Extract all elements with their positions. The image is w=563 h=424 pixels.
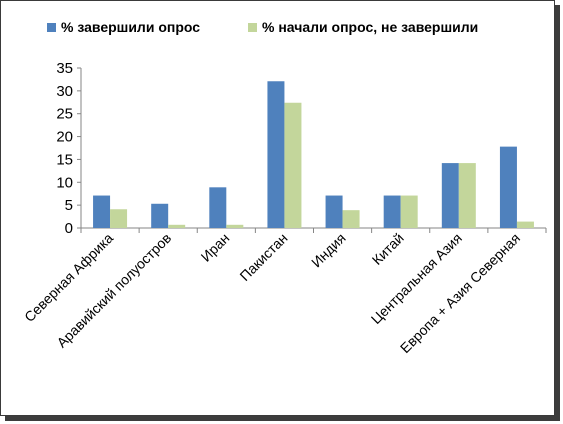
bar-series-1-cat-3 — [284, 102, 302, 228]
bar-series-1-cat-0 — [110, 209, 128, 228]
y-tick-label: 10 — [56, 174, 73, 191]
legend-label-1: % начали опрос, не завершили — [262, 19, 478, 35]
bar-series-0-cat-3 — [267, 81, 285, 228]
y-tick-label: 30 — [56, 83, 73, 100]
bar-series-1-cat-2 — [226, 224, 244, 228]
bar-series-1-cat-4 — [342, 210, 360, 228]
x-category-label: Иран — [198, 230, 233, 265]
x-category-label: Китай — [369, 230, 407, 268]
y-tick-label: 0 — [65, 220, 73, 237]
y-tick-label: 20 — [56, 129, 73, 146]
legend-swatch-0 — [47, 23, 56, 32]
x-category-label: Аравийский полуостров — [53, 230, 174, 351]
x-category-label: Пакистан — [236, 230, 290, 284]
bar-series-0-cat-0 — [93, 195, 111, 228]
bar-series-0-cat-4 — [325, 195, 343, 228]
bar-series-1-cat-7 — [516, 221, 534, 228]
legend: % завершили опрос % начали опрос, не заве… — [47, 19, 478, 35]
bar-series-0-cat-7 — [499, 146, 517, 228]
bar-series-1-cat-5 — [400, 195, 418, 228]
x-category-label: Европа + Азия Северная — [397, 230, 523, 356]
bar-series-0-cat-6 — [441, 163, 459, 228]
bar-series-0-cat-2 — [209, 187, 227, 228]
bars — [93, 81, 534, 228]
bar-series-1-cat-6 — [458, 163, 476, 228]
bar-series-0-cat-5 — [383, 195, 401, 228]
y-tick-label: 25 — [56, 106, 73, 123]
y-tick-label: 35 — [56, 60, 73, 77]
y-tick-label: 5 — [65, 197, 73, 214]
legend-swatch-1 — [248, 23, 257, 32]
legend-label-0: % завершили опрос — [61, 19, 200, 35]
x-category-label: Индия — [308, 230, 349, 271]
y-tick-label: 15 — [56, 151, 73, 168]
bar-series-0-cat-1 — [151, 203, 169, 228]
bar-series-1-cat-1 — [168, 224, 186, 228]
